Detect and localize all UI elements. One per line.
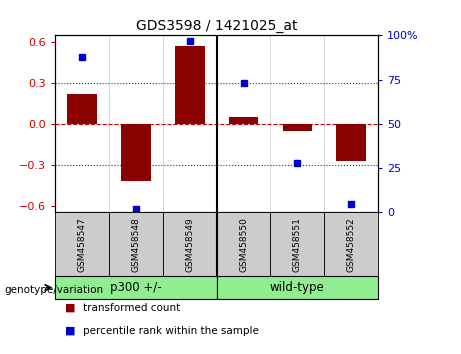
Text: transformed count: transformed count bbox=[83, 303, 180, 313]
Text: wild-type: wild-type bbox=[270, 281, 325, 294]
Bar bbox=[324, 212, 378, 276]
Bar bbox=[283, 124, 312, 131]
Title: GDS3598 / 1421025_at: GDS3598 / 1421025_at bbox=[136, 19, 297, 33]
Text: GSM458552: GSM458552 bbox=[347, 217, 355, 272]
Text: GSM458549: GSM458549 bbox=[185, 217, 194, 272]
Text: GSM458548: GSM458548 bbox=[131, 217, 141, 272]
Bar bbox=[163, 212, 217, 276]
Bar bbox=[55, 276, 217, 299]
Text: GSM458551: GSM458551 bbox=[293, 217, 302, 272]
Bar bbox=[55, 212, 109, 276]
Bar bbox=[337, 124, 366, 161]
Text: ■: ■ bbox=[65, 303, 75, 313]
Bar bbox=[67, 94, 97, 124]
Text: p300 +/-: p300 +/- bbox=[110, 281, 162, 294]
Bar bbox=[271, 212, 324, 276]
Text: ■: ■ bbox=[65, 326, 75, 336]
Bar bbox=[217, 276, 378, 299]
Bar bbox=[121, 124, 151, 181]
Bar bbox=[175, 46, 205, 124]
Text: GSM458547: GSM458547 bbox=[78, 217, 87, 272]
Text: GSM458550: GSM458550 bbox=[239, 217, 248, 272]
Bar bbox=[217, 212, 271, 276]
Bar bbox=[229, 117, 258, 124]
Bar bbox=[109, 212, 163, 276]
Text: percentile rank within the sample: percentile rank within the sample bbox=[83, 326, 259, 336]
Text: genotype/variation: genotype/variation bbox=[5, 285, 104, 295]
